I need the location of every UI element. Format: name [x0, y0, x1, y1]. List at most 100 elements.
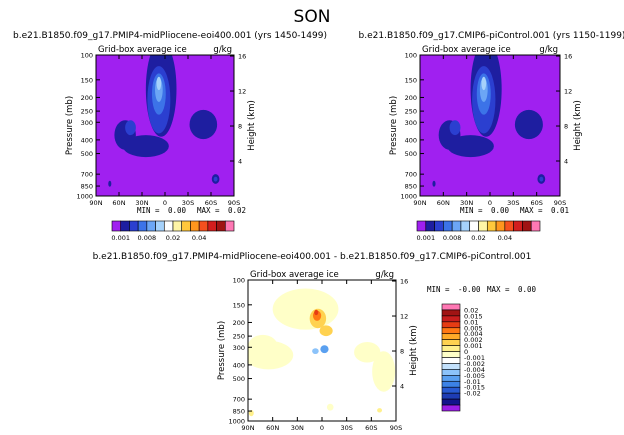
y-tick-label: 400 [233, 361, 245, 369]
x-tick-label: 0 [488, 199, 492, 207]
x-tick-label: 60N [437, 199, 450, 207]
max-value: 0.00 [518, 285, 537, 294]
x-tick-label: 90N [413, 199, 426, 207]
x-tick-label: 30N [291, 424, 304, 432]
colorbar-swatch [190, 220, 200, 232]
y2-axis-label: Height (km) [247, 100, 257, 151]
min-label: MIN = [460, 206, 483, 215]
colorbar-swatch [478, 220, 488, 232]
y-tick-label: 150 [81, 76, 93, 84]
colorbar: 0.020.0150.010.0050.0040.0020.0010-0.001… [441, 303, 485, 412]
y-tick-label: 700 [81, 171, 93, 179]
colorbar-swatch [441, 398, 461, 406]
colorbar-swatch [181, 220, 191, 232]
colorbar-swatch [441, 386, 461, 394]
colorbar-label: 0.015 [464, 312, 483, 320]
y-tick-label: 250 [405, 108, 417, 116]
x-tick-label: 0 [163, 199, 167, 207]
colorbar: 0.001 0.008 0.02 0.04 [416, 220, 541, 242]
units-label: g/kg [539, 45, 558, 55]
colorbar-swatch [163, 220, 174, 232]
x-tick-label: 30S [507, 199, 519, 207]
contour-field [248, 280, 396, 421]
panel-title: b.e21.B1850.f09_g17.CMIP6-piControl.001 … [359, 31, 624, 41]
colorbar-swatch [486, 220, 497, 232]
contour-region [326, 403, 334, 411]
panel-2: b.e21.B1850.f09_g17.CMIP6-piControl.001 … [359, 31, 624, 242]
max-value: 0.01 [551, 206, 569, 215]
panel-1: b.e21.B1850.f09_g17.PMIP4-midPliocene-eo… [13, 31, 327, 242]
y2-tick-label: 16 [238, 53, 246, 61]
colorbar-swatch [441, 369, 461, 376]
y-tick-label: 200 [233, 319, 245, 327]
colorbar-swatch [441, 363, 461, 370]
y-axis-label: Pressure (mb) [217, 321, 227, 380]
max-value: 0.02 [228, 206, 246, 215]
y2-tick-label: 16 [564, 53, 572, 61]
contour-region [125, 120, 136, 136]
colorbar-label: -0.001 [464, 354, 485, 362]
colorbar-swatch [513, 220, 523, 232]
colorbar-label: 0.04 [192, 234, 206, 242]
contour-region [354, 341, 381, 363]
y2-tick-label: 16 [400, 278, 408, 286]
y-tick-label: 850 [81, 183, 93, 191]
y2-tick-label: 12 [400, 313, 408, 321]
y-tick-label: 100 [81, 52, 93, 60]
x-tick-label: 60S [205, 199, 217, 207]
colorbar-label: 0.001 [416, 234, 435, 242]
max-label: MAX = [197, 206, 220, 215]
y-tick-label: 1000 [228, 418, 245, 426]
contour-region [108, 180, 112, 187]
colorbar-swatch [441, 380, 461, 388]
x-tick-label: 60N [112, 199, 125, 207]
colorbar-swatch [207, 220, 217, 232]
y-tick-label: 300 [81, 119, 93, 127]
colorbar-label: -0.004 [464, 366, 485, 374]
max-label: MAX = [487, 285, 510, 294]
colorbar-swatch [434, 220, 444, 232]
colorbar-swatch [460, 220, 471, 232]
x-tick-label: 90S [228, 199, 240, 207]
min-value: 0.00 [491, 206, 510, 215]
colorbar-swatch [441, 315, 461, 323]
colorbar-swatch [469, 220, 479, 232]
y-tick-label: 250 [233, 333, 245, 341]
panel-3: b.e21.B1850.f09_g17.PMIP4-midPliocene-eo… [93, 252, 537, 432]
colorbar-label: -0.002 [464, 360, 485, 368]
y-tick-label: 100 [405, 52, 417, 60]
y-tick-label: 700 [233, 396, 245, 404]
contour-region [319, 325, 333, 337]
colorbar-label: 0.02 [464, 306, 478, 314]
colorbar-swatch [451, 220, 462, 232]
colorbar-swatch [441, 309, 461, 317]
contour-region [514, 109, 543, 140]
contour-region [377, 408, 383, 413]
contour-region [539, 176, 544, 182]
y-tick-label: 400 [405, 136, 417, 144]
colorbar-swatch [441, 333, 461, 340]
colorbar-swatch [155, 220, 165, 232]
colorbar-label: -0.015 [464, 384, 485, 392]
colorbar-swatch [425, 220, 435, 232]
min-label: MIN = [137, 206, 160, 215]
x-tick-label: 30N [135, 199, 148, 207]
x-tick-label: 0 [320, 424, 324, 432]
min-label: MIN = [427, 285, 450, 294]
y-tick-label: 200 [405, 94, 417, 102]
x-tick-label: 30S [182, 199, 194, 207]
y-tick-label: 300 [405, 119, 417, 127]
y-tick-label: 500 [233, 375, 245, 383]
contour-region [189, 109, 218, 140]
y2-tick-label: 8 [238, 123, 242, 131]
figure-title: SON [294, 7, 331, 27]
colorbar-swatch [146, 220, 156, 232]
colorbar-swatch [111, 220, 122, 232]
contour-region [447, 135, 494, 158]
colorbar-label: 0.001 [111, 234, 130, 242]
min-value: 0.00 [168, 206, 187, 215]
y-tick-label: 250 [81, 108, 93, 116]
colorbar-label: 0.02 [471, 234, 485, 242]
min-value: -0.00 [458, 285, 481, 294]
